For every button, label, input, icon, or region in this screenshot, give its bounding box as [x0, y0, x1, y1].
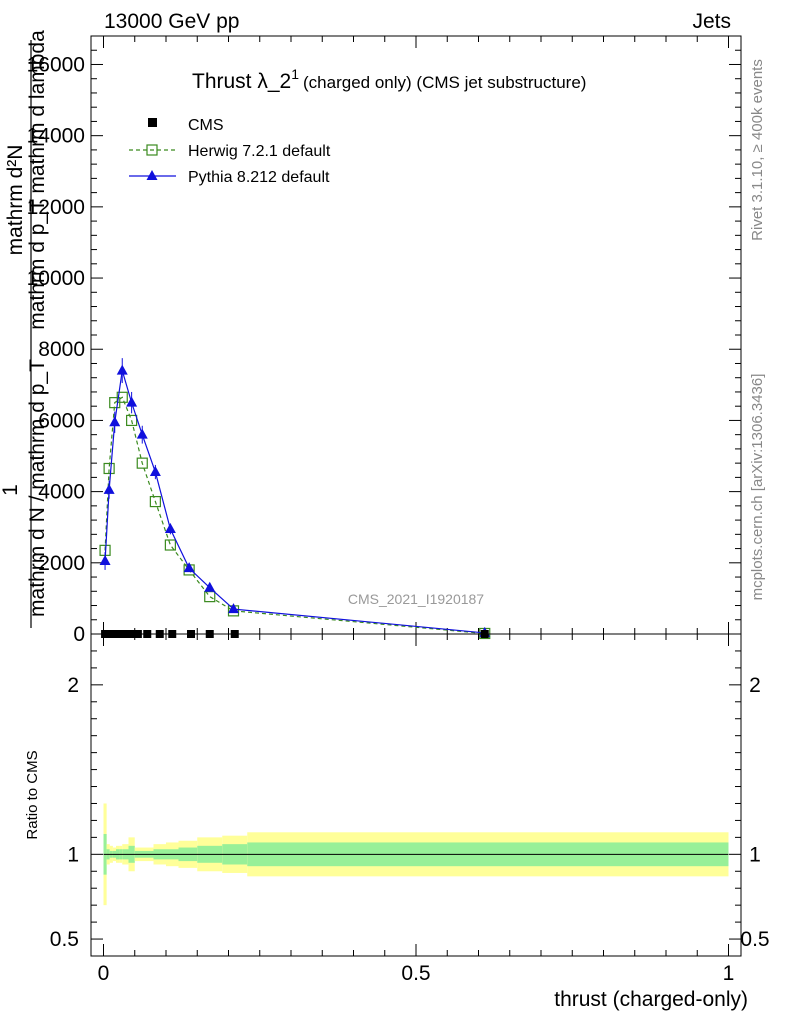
ratio-y-label: Ratio to CMS: [24, 750, 41, 839]
legend: CMS Herwig 7.2.1 default Pythia 8.212 de…: [129, 117, 331, 186]
herwig-point: [164, 539, 176, 551]
pythia-point: [149, 466, 161, 477]
y-tick-label: 0: [73, 623, 85, 646]
series-pythia: [99, 358, 491, 637]
legend-label-cms: CMS: [188, 117, 224, 134]
mcplots-label: mcplots.cern.ch [arXiv:1306.3436]: [749, 374, 766, 601]
main-y-label: mathrm d²N mathrm d p_T mathrm d lambda …: [0, 30, 49, 628]
legend-label-pythia: Pythia 8.212 default: [188, 169, 330, 186]
ratio-y-tick-label-right: 0.5: [740, 928, 769, 951]
ratio-x-axis: 0 0.5 1: [98, 634, 735, 985]
pythia-point: [109, 416, 121, 427]
pythia-point: [103, 483, 115, 494]
ratio-panel: 0.5 0.51 12 2 0 0.5 1 Ratio to CMS: [24, 633, 770, 985]
y-label-one: 1: [0, 484, 22, 496]
main-y-axis: 0 2000 4000 6000 8000 10000 12000 14000 16000: [27, 35, 741, 646]
y-tick-label: 12000: [27, 196, 85, 219]
x-tick-label: 0.5: [401, 962, 430, 985]
pythia-point: [99, 555, 111, 566]
y-label-numerator-2: mathrm d p_T mathrm d lambda: [26, 30, 49, 330]
legend-marker-herwig: [146, 144, 158, 156]
y-tick-label: 4000: [38, 481, 85, 504]
legend-label-herwig: Herwig 7.2.1 default: [188, 143, 331, 160]
ratio-panel-frame: [90, 633, 742, 957]
y-tick-label: 16000: [27, 53, 85, 76]
ratio-y-tick-label-right: 2: [749, 674, 761, 697]
pythia-point: [136, 428, 148, 439]
x-axis-label: thrust (charged-only): [554, 988, 748, 1011]
y-tick-label: 2000: [38, 552, 85, 575]
pythia-point: [204, 581, 216, 592]
herwig-point: [149, 495, 161, 508]
y-tick-label: 8000: [38, 338, 85, 361]
category-label: Jets: [692, 10, 731, 33]
ratio-y-tick-label: 1: [67, 843, 79, 866]
ratio-y-axis: 0.5 0.5 1 1 2 2: [50, 650, 770, 951]
ratio-y-tick-label: 0.5: [50, 928, 79, 951]
ratio-y-tick-label-right: 1: [749, 843, 761, 866]
x-tick-label: 1: [723, 962, 735, 985]
main-panel: 0 2000 4000 6000 8000 10000 12000 14000 16000 Th…: [27, 35, 742, 646]
y-tick-label: 14000: [27, 125, 85, 148]
rivet-label: Rivet 3.1.10, ≥ 400k events: [749, 59, 766, 241]
x-tick-label: 0: [98, 962, 110, 985]
herwig-point: [116, 391, 128, 403]
plot-title-rest: (charged only) (CMS jet substructure): [303, 73, 586, 92]
y-tick-label: 10000: [27, 267, 85, 290]
plot-title-main: Thrust λ_2: [192, 70, 291, 93]
pythia-point: [164, 522, 176, 533]
legend-marker-pythia: [146, 170, 158, 180]
herwig-point: [136, 457, 148, 469]
analysis-tag: CMS_2021_I1920187: [348, 591, 484, 607]
pythia-point: [228, 603, 239, 614]
herwig-point: [103, 462, 115, 475]
herwig-point: [126, 414, 138, 427]
plot-title: Thrust λ_21 (charged only) (CMS jet subst…: [192, 66, 586, 93]
herwig-point: [204, 591, 216, 603]
pythia-point: [183, 562, 195, 573]
plot-title-superscript: 1: [291, 66, 299, 82]
legend-marker-cms: [148, 118, 157, 127]
y-label-numerator: mathrm d²N: [4, 145, 27, 256]
pythia-point: [116, 364, 128, 375]
ratio-y-tick-label: 2: [67, 674, 79, 697]
y-tick-label: 6000: [38, 409, 85, 432]
herwig-line: [104, 396, 485, 635]
collision-label: 13000 GeV pp: [104, 10, 239, 33]
pythia-point: [126, 396, 138, 407]
y-label-denominator: mathrm d N / mathrm d p_T: [26, 359, 49, 617]
